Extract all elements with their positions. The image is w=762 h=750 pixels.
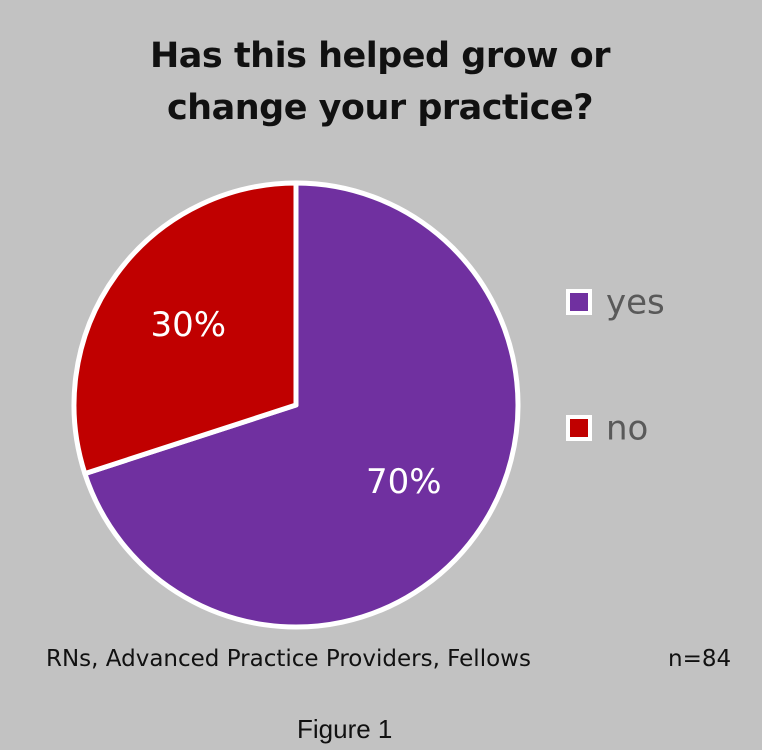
data-label: 30% [150, 305, 226, 345]
caption: Figure 1 [297, 714, 393, 744]
footnote: RNs, Advanced Practice Providers, Fellow… [46, 646, 531, 672]
chart-title: Has this helped grow or change your prac… [150, 36, 610, 128]
legend-label: no [606, 409, 648, 449]
sample-size: n=84 [668, 646, 732, 672]
legend-swatch [566, 415, 592, 441]
pie-slice [82, 180, 521, 630]
legend-swatch [566, 289, 592, 315]
legend-label: yes [606, 283, 665, 323]
pie-slice [71, 180, 299, 477]
data-label: 70% [366, 462, 442, 502]
